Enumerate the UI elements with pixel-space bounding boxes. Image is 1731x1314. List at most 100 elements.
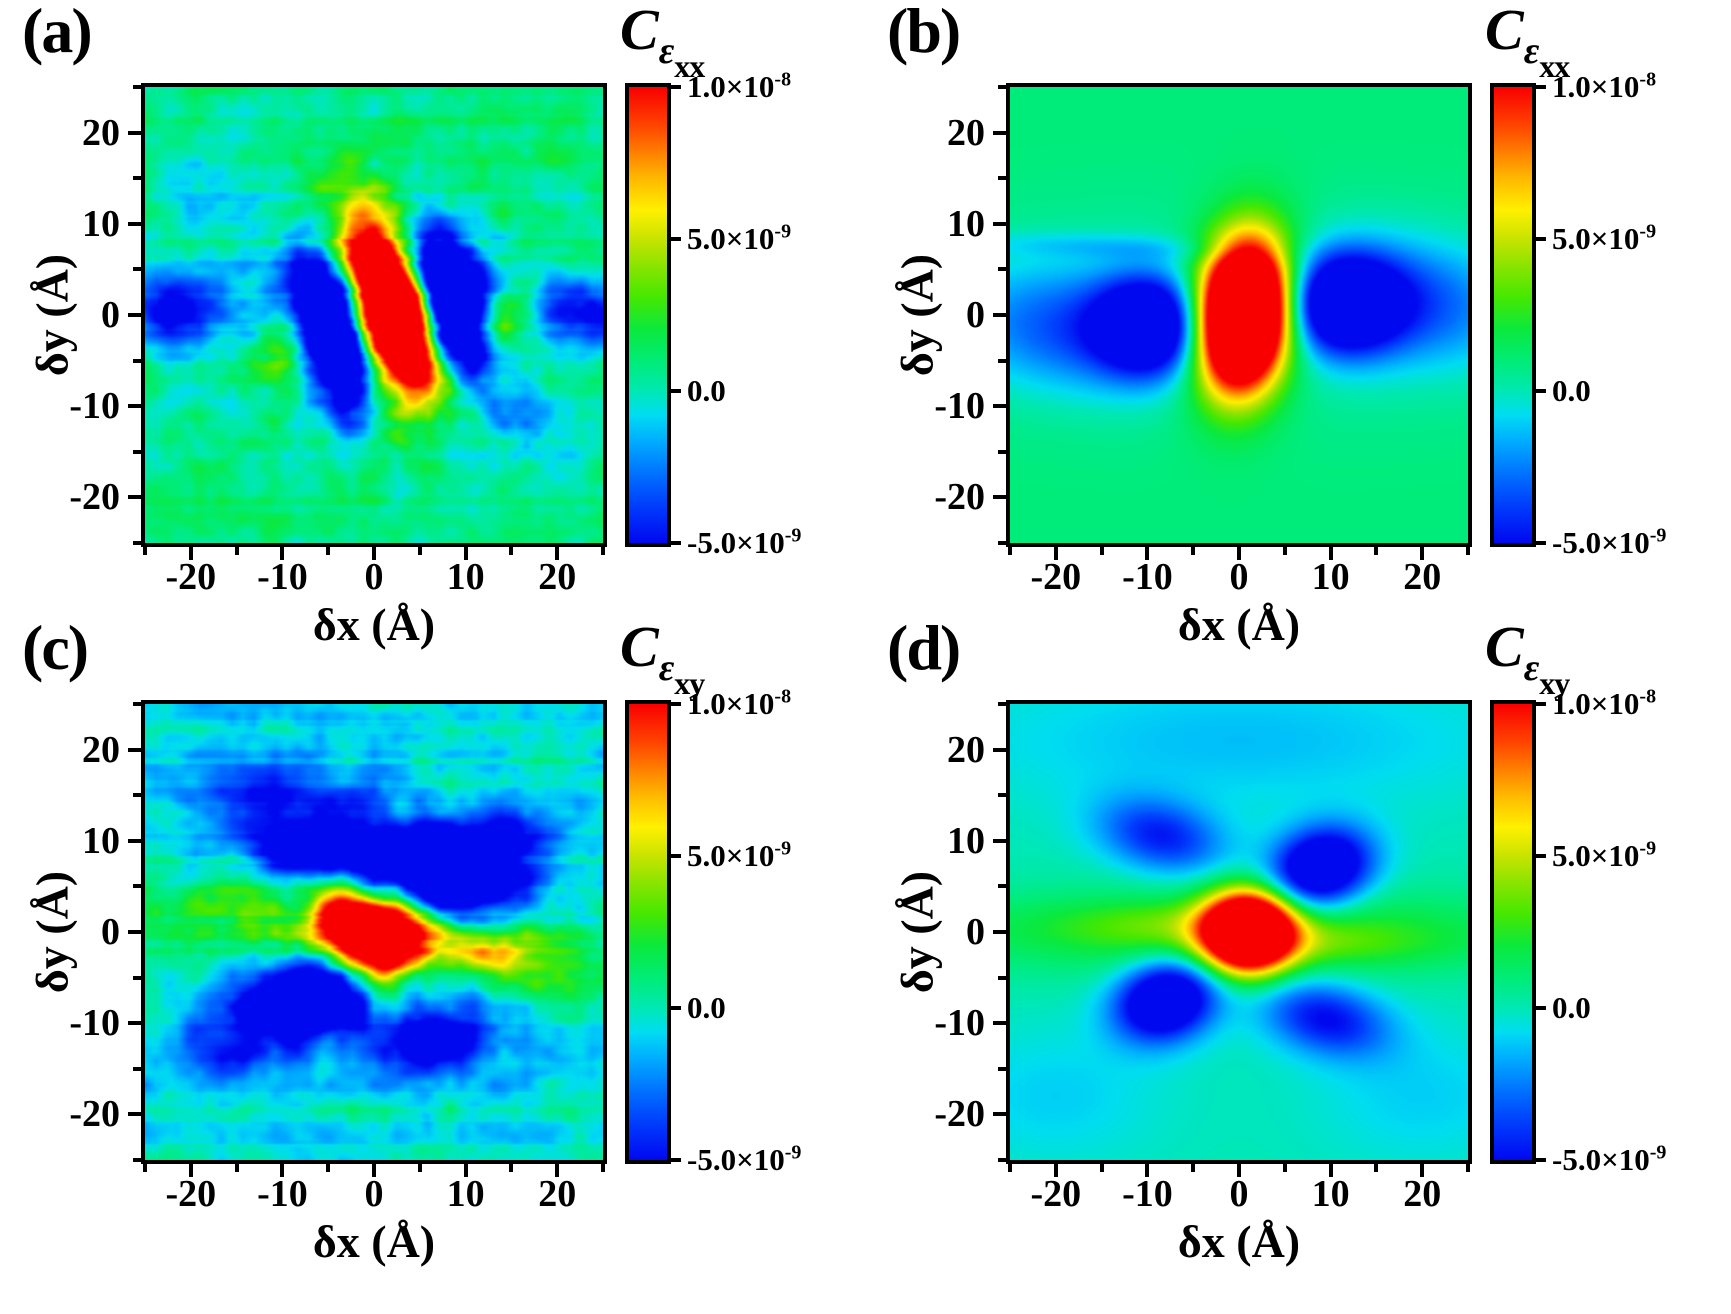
x-axis-minor-tick	[1374, 547, 1379, 555]
x-axis-major-tick	[372, 547, 376, 560]
panel-label-b: (b)	[887, 0, 961, 66]
colorbar-tick-exponent: -8	[1639, 685, 1657, 708]
x-tick-label: 0	[1229, 1173, 1249, 1215]
y-axis-major-tick	[128, 221, 141, 226]
colorbar-tick-exponent: -9	[1649, 524, 1667, 547]
x-axis-minor-tick	[143, 1164, 147, 1172]
heatmap-plot-d	[1006, 700, 1472, 1164]
panel-a: (a) δy (Å) δx (Å) Cεxx -20 -10 0 10 20 20 10 0-…	[0, 0, 865, 650]
colorbar-tick-exponent: -9	[774, 220, 792, 243]
x-axis-label: δx (Å)	[1177, 1216, 1301, 1267]
x-axis-label: δx (Å)	[312, 599, 436, 650]
x-axis-major-tick	[280, 547, 285, 560]
panel-label-d: (d)	[887, 612, 961, 683]
panel-b: (b) δy (Å) δx (Å) Cεxx -20 -10 0 10 20 20 10 0-…	[865, 0, 1730, 650]
heatmap-plot-a	[141, 83, 607, 547]
colorbar-tick	[1536, 85, 1546, 89]
colorbar-tick	[1536, 541, 1546, 545]
colorbar-tick-label: -5.0×10-9	[1552, 524, 1667, 560]
x-axis-minor-tick	[1008, 547, 1012, 555]
colorbar-title-symbol: C	[620, 614, 659, 679]
x-tick-label: 20	[538, 556, 577, 598]
colorbar-title: Cεxy	[1485, 613, 1570, 702]
x-axis-major-tick	[1237, 547, 1241, 560]
x-tick-label: 0	[364, 1173, 384, 1215]
y-axis-major-tick	[993, 404, 1006, 409]
colorbar-tick	[671, 853, 681, 858]
colorbar-tick-label: 0.0	[1552, 373, 1591, 408]
colorbar-title-subsubscript: xy	[674, 665, 705, 701]
colorbar-tick-exponent: -9	[1639, 837, 1657, 860]
y-axis-minor-tick	[133, 267, 141, 272]
y-tick-label: 10	[947, 202, 985, 245]
y-axis-minor-tick	[998, 358, 1006, 363]
colorbar-tick-exponent: -9	[784, 1141, 802, 1164]
x-axis-major-tick	[1145, 547, 1150, 560]
heatmap-canvas-c	[145, 704, 603, 1160]
y-axis-minor-tick	[133, 1066, 141, 1071]
y-axis-minor-tick	[998, 541, 1006, 545]
y-axis-major-tick	[128, 1021, 141, 1026]
y-axis-major-tick	[993, 838, 1006, 843]
x-axis-major-tick	[1420, 547, 1425, 560]
colorbar	[625, 700, 671, 1164]
x-axis-minor-tick	[601, 1164, 605, 1172]
x-axis-major-tick	[1145, 1164, 1150, 1177]
x-tick-label: 20	[1403, 1173, 1442, 1215]
x-axis-minor-tick	[1282, 547, 1287, 555]
colorbar-title-subsubscript: xx	[674, 48, 705, 84]
x-axis-major-tick	[555, 547, 560, 560]
y-axis-minor-tick	[133, 975, 141, 980]
colorbar-tick	[671, 1006, 681, 1010]
x-tick-label: 20	[1403, 556, 1442, 598]
colorbar-tick	[1536, 853, 1546, 858]
x-axis-major-tick	[1328, 1164, 1333, 1177]
y-tick-label: 20	[82, 728, 120, 771]
x-axis-minor-tick	[1008, 1164, 1012, 1172]
colorbar-tick	[1536, 1158, 1546, 1162]
colorbar-tick-label: 0.0	[1552, 990, 1591, 1025]
y-axis-major-tick	[993, 495, 1006, 500]
x-tick-label: 0	[1229, 556, 1249, 598]
y-axis-major-tick	[993, 1021, 1006, 1026]
colorbar-tick-label: -5.0×10-9	[687, 524, 802, 560]
x-tick-label: 0	[364, 556, 384, 598]
y-axis-minor-tick	[998, 176, 1006, 181]
x-axis-major-tick	[463, 1164, 468, 1177]
y-tick-label: 0	[966, 911, 985, 953]
y-axis-minor-tick	[998, 1158, 1006, 1162]
colorbar-tick-label: 5.0×10-9	[1552, 837, 1657, 873]
y-axis-major-tick	[128, 404, 141, 409]
y-axis-major-tick	[993, 747, 1006, 752]
y-axis-minor-tick	[998, 85, 1006, 89]
x-axis-major-tick	[1053, 547, 1058, 560]
x-axis-minor-tick	[1282, 1164, 1287, 1172]
x-tick-label: -20	[1030, 556, 1082, 598]
colorbar-tick	[671, 85, 681, 89]
colorbar-tick-exponent: -8	[1639, 68, 1657, 91]
colorbar-title-symbol: C	[1485, 0, 1524, 62]
colorbar-tick	[1536, 1006, 1546, 1010]
y-axis-minor-tick	[998, 702, 1006, 706]
y-axis-minor-tick	[998, 884, 1006, 889]
y-axis-major-tick	[993, 930, 1006, 934]
colorbar-title-subscript: ε	[658, 647, 675, 689]
y-tick-label: 0	[101, 911, 120, 953]
y-tick-label: 0	[966, 294, 985, 336]
colorbar-title: Cεxy	[620, 613, 705, 702]
panel-label-c: (c)	[22, 612, 89, 683]
colorbar-tick	[1536, 236, 1546, 241]
colorbar-tick-label: 1.0×10-8	[1552, 685, 1657, 721]
x-axis-minor-tick	[1191, 1164, 1196, 1172]
x-axis-minor-tick	[1374, 1164, 1379, 1172]
x-axis-major-tick	[188, 1164, 193, 1177]
y-axis-minor-tick	[133, 702, 141, 706]
colorbar-title-subsubscript: xy	[1539, 665, 1570, 701]
x-axis-minor-tick	[417, 547, 422, 555]
y-tick-label: -10	[934, 385, 985, 428]
y-axis-minor-tick	[998, 449, 1006, 454]
y-tick-label: -10	[934, 1002, 985, 1045]
panel-c: (c) δy (Å) δx (Å) Cεxy -20 -10 0 10 20 20 10 0-…	[0, 612, 865, 1267]
colorbar-title-subscript: ε	[1523, 647, 1540, 689]
y-axis-minor-tick	[133, 793, 141, 798]
